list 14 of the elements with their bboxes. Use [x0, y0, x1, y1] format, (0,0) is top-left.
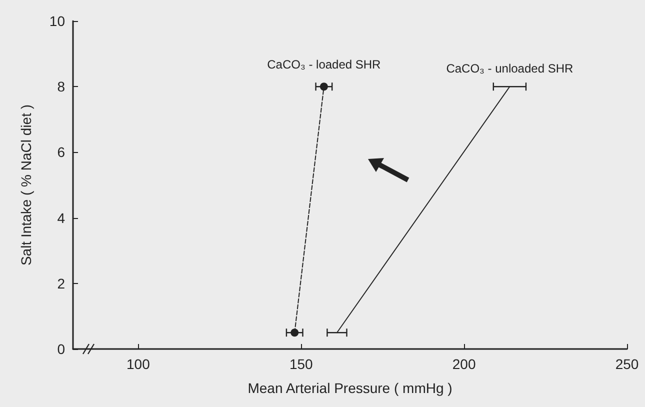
x-axis-title: Mean Arterial Pressure ( mmHg ) — [248, 380, 452, 396]
x-tick-label: 200 — [452, 356, 476, 372]
x-tick-label: 250 — [615, 356, 639, 372]
x-tick-label: 100 — [126, 356, 150, 372]
y-tick-label: 4 — [57, 210, 66, 226]
series-label: CaCO₃ - unloaded SHR — [446, 62, 574, 76]
y-tick-label: 8 — [57, 78, 66, 95]
y-axis-title: Salt Intake ( % NaCl diet ) — [18, 104, 34, 266]
series-label: CaCO₃ - loaded SHR — [267, 58, 382, 72]
x-tick-label: 150 — [289, 356, 314, 372]
y-tick-label: 6 — [57, 144, 66, 160]
y-tick-label: 2 — [57, 275, 66, 292]
y-tick-label: 0 — [57, 341, 66, 357]
y-tick-label: 10 — [49, 13, 66, 29]
